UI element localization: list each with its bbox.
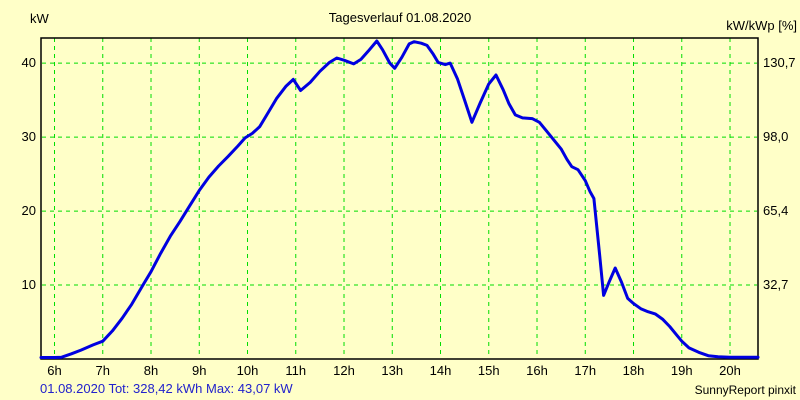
- x-tick-label: 11h: [285, 363, 307, 378]
- grid-lines: [42, 38, 757, 358]
- y-tick-label-right: 130,7: [763, 55, 796, 71]
- chart-title: Tagesverlauf 01.08.2020: [328, 10, 472, 25]
- y-tick-label-left: 40: [21, 55, 36, 71]
- left-axis-unit-label: kW: [30, 11, 49, 26]
- x-tick-label: 8h: [143, 363, 159, 378]
- status-line: 01.08.2020 Tot: 328,42 kWh Max: 43,07 kW: [40, 381, 293, 396]
- y-tick-label-right: 98,0: [763, 129, 789, 145]
- x-tick-label: 7h: [95, 363, 110, 378]
- x-tick-label: 9h: [192, 363, 207, 378]
- x-tick-label: 16h: [526, 363, 548, 378]
- x-tick-label: 14h: [429, 363, 452, 378]
- y-tick-label-right: 65,4: [763, 203, 789, 219]
- right-axis-unit-label: kW/kWp [%]: [726, 18, 797, 33]
- y-tick-label-left: 10: [21, 277, 36, 293]
- production-curve: [39, 39, 760, 359]
- x-tick-label: 13h: [381, 363, 404, 378]
- x-tick-label: 18h: [622, 363, 645, 378]
- x-tick-label: 6h: [47, 363, 62, 378]
- x-tick-label: 12h: [333, 363, 355, 378]
- x-tick-label: 20h: [719, 363, 741, 378]
- y-tick-label-left: 30: [21, 129, 36, 145]
- y-tick-label-left: 20: [21, 203, 36, 219]
- y-tick-label-right: 32,7: [763, 277, 789, 293]
- plot-border: [40, 37, 759, 360]
- x-tick-label: 15h: [477, 363, 500, 378]
- x-tick-label: 10h: [236, 363, 259, 378]
- x-tick-label: 17h: [574, 363, 597, 378]
- x-tick-label: 19h: [670, 363, 693, 378]
- credit-line: SunnyReport pinxit: [694, 383, 796, 397]
